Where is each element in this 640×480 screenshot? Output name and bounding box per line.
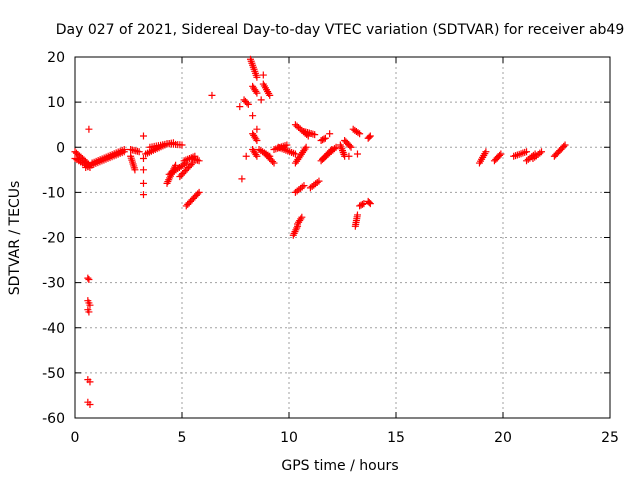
data-point [358,200,366,208]
data-point [84,274,92,282]
data-point [560,142,568,150]
x-tick-label: 25 [601,430,619,446]
x-tick-label: 20 [494,430,512,446]
data-point [311,131,319,139]
y-tick-labels: -60 -50 -40 -30 -20 -10 0 10 20 [42,50,65,427]
data-point [252,151,260,159]
y-tick-label: 20 [47,50,65,66]
data-point [366,132,374,140]
data-point [298,213,306,221]
data-point [345,152,353,160]
data-point [347,143,355,151]
x-tick-label: 15 [387,430,405,446]
data-point [266,91,274,99]
data-point [249,112,257,120]
y-tick-label: 10 [47,95,65,111]
data-point [242,152,250,160]
data-points [71,55,569,408]
y-tick-label: 0 [56,140,65,156]
data-point [365,133,373,141]
data-point [346,142,354,150]
y-tick-label: -50 [42,366,65,382]
x-tick-label: 0 [71,430,80,446]
data-point [365,199,373,207]
data-point [259,71,267,79]
y-tick-label: -40 [42,321,65,337]
data-point [85,125,93,133]
data-point [326,130,334,138]
data-point [194,190,202,198]
data-point [291,150,299,158]
data-point [297,215,305,223]
data-point [139,155,147,163]
data-point [238,175,246,183]
data-point [244,100,252,108]
x-axis-label: GPS time / hours [281,458,398,474]
data-point [496,151,504,159]
data-point [253,73,261,81]
y-tick-label: -30 [42,276,65,292]
data-point [85,275,93,283]
gridlines [75,57,610,418]
data-point [300,182,308,190]
data-point [356,130,364,138]
data-point [353,150,361,158]
data-point [86,301,94,309]
data-point [243,99,251,107]
data-point [86,378,94,386]
data-point [321,134,329,142]
y-tick-label: -60 [42,411,65,427]
data-point [482,148,490,156]
data-point [252,87,260,95]
data-point [187,161,195,169]
data-point [120,146,128,154]
data-point [366,200,374,208]
data-point [354,129,362,137]
chart-title: Day 027 of 2021, Sidereal Day-to-day VTE… [56,22,625,38]
data-point [208,91,216,99]
data-point [195,188,203,196]
data-point [253,136,261,144]
data-point [353,211,361,219]
data-point [139,132,147,140]
data-point [302,143,310,151]
data-point [315,177,323,185]
data-point [252,135,260,143]
data-point [139,191,147,199]
data-point [320,135,328,143]
data-point [536,149,544,157]
data-point [139,179,147,187]
y-axis-label: SDTVAR / TECUs [7,181,23,296]
data-point [270,159,278,167]
data-point [360,200,368,208]
data-point [497,150,505,158]
data-point [257,96,265,104]
x-tick-labels: 0 5 10 15 20 25 [71,430,619,446]
data-point [135,148,143,156]
data-point [269,158,277,166]
data-point [253,125,261,133]
x-tick-label: 10 [280,430,298,446]
data-point [283,141,291,149]
data-point [253,89,261,97]
data-point [131,166,139,174]
data-point [139,166,147,174]
data-point [523,148,531,156]
tick-marks [74,56,611,419]
data-point [236,103,244,111]
data-point [561,141,569,149]
data-point [253,152,261,160]
data-point [86,400,94,408]
data-point [313,178,321,186]
data-point [85,308,93,316]
x-tick-label: 5 [178,430,187,446]
data-point [298,183,306,191]
data-point [178,141,186,149]
y-tick-label: -20 [42,231,65,247]
data-point [330,145,338,153]
data-point [195,157,203,165]
data-point [538,148,546,156]
y-tick-label: -10 [42,185,65,201]
